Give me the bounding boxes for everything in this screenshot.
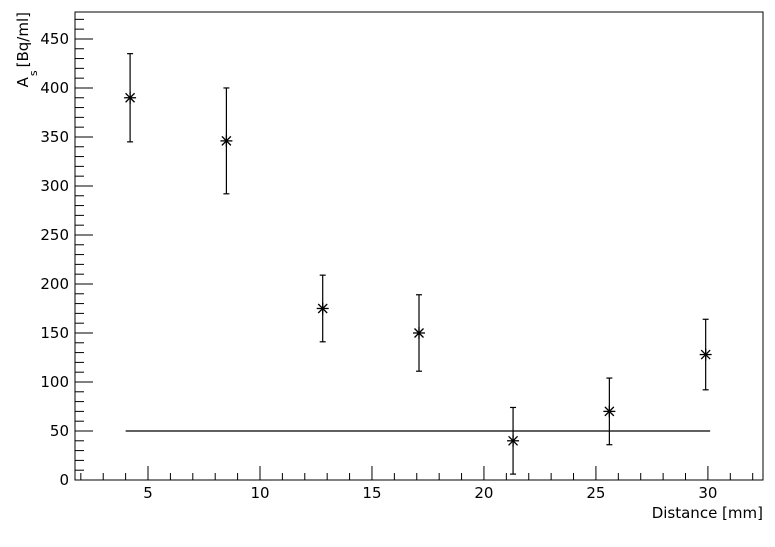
y-label-sub: s xyxy=(27,70,40,76)
x-tick-label: 5 xyxy=(143,484,153,502)
marker-stroke xyxy=(317,303,328,314)
y-tick-label: 100 xyxy=(40,373,69,391)
marker xyxy=(699,348,712,361)
y-label-main: A xyxy=(14,76,32,87)
marker-stroke xyxy=(125,92,136,103)
marker xyxy=(603,405,616,418)
y-tick-label: 300 xyxy=(40,177,69,195)
x-tick-label: 30 xyxy=(698,484,717,502)
marker-stroke xyxy=(508,435,519,446)
x-tick-label: 20 xyxy=(474,484,493,502)
marker-stroke xyxy=(414,328,424,338)
x-axis-label: Distance [mm] xyxy=(652,504,763,522)
marker xyxy=(316,302,329,315)
marker xyxy=(507,434,520,447)
marker-stroke xyxy=(604,406,615,417)
x-tick-label: 25 xyxy=(586,484,605,502)
y-tick-label: 450 xyxy=(40,30,69,48)
y-label-unit: [Bq/ml] xyxy=(14,12,32,67)
plot-frame xyxy=(74,11,764,481)
x-tick-label: 15 xyxy=(362,484,381,502)
y-axis-label: As [Bq/ml] xyxy=(14,12,40,87)
marker xyxy=(124,91,137,104)
y-tick-label: 0 xyxy=(59,471,69,489)
y-tick-label: 200 xyxy=(40,275,69,293)
y-tick-label: 50 xyxy=(50,422,69,440)
x-tick-label: 10 xyxy=(250,484,269,502)
y-tick-label: 150 xyxy=(40,324,69,342)
marker xyxy=(413,326,425,339)
marker-stroke xyxy=(700,349,711,360)
marker xyxy=(220,134,233,147)
y-tick-label: 400 xyxy=(40,79,69,97)
marker-stroke xyxy=(221,135,232,146)
y-tick-label: 250 xyxy=(40,226,69,244)
y-tick-label: 350 xyxy=(40,128,69,146)
